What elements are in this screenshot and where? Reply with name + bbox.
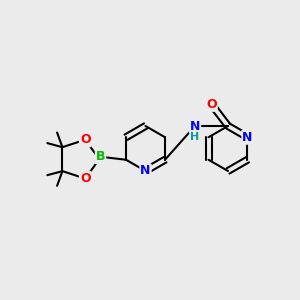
Text: N: N	[242, 131, 253, 144]
Text: O: O	[206, 98, 217, 111]
Text: H: H	[190, 132, 200, 142]
Text: O: O	[80, 172, 91, 185]
Text: B: B	[96, 150, 105, 163]
Text: O: O	[80, 133, 91, 146]
Text: N: N	[190, 119, 200, 133]
Text: N: N	[140, 164, 151, 178]
